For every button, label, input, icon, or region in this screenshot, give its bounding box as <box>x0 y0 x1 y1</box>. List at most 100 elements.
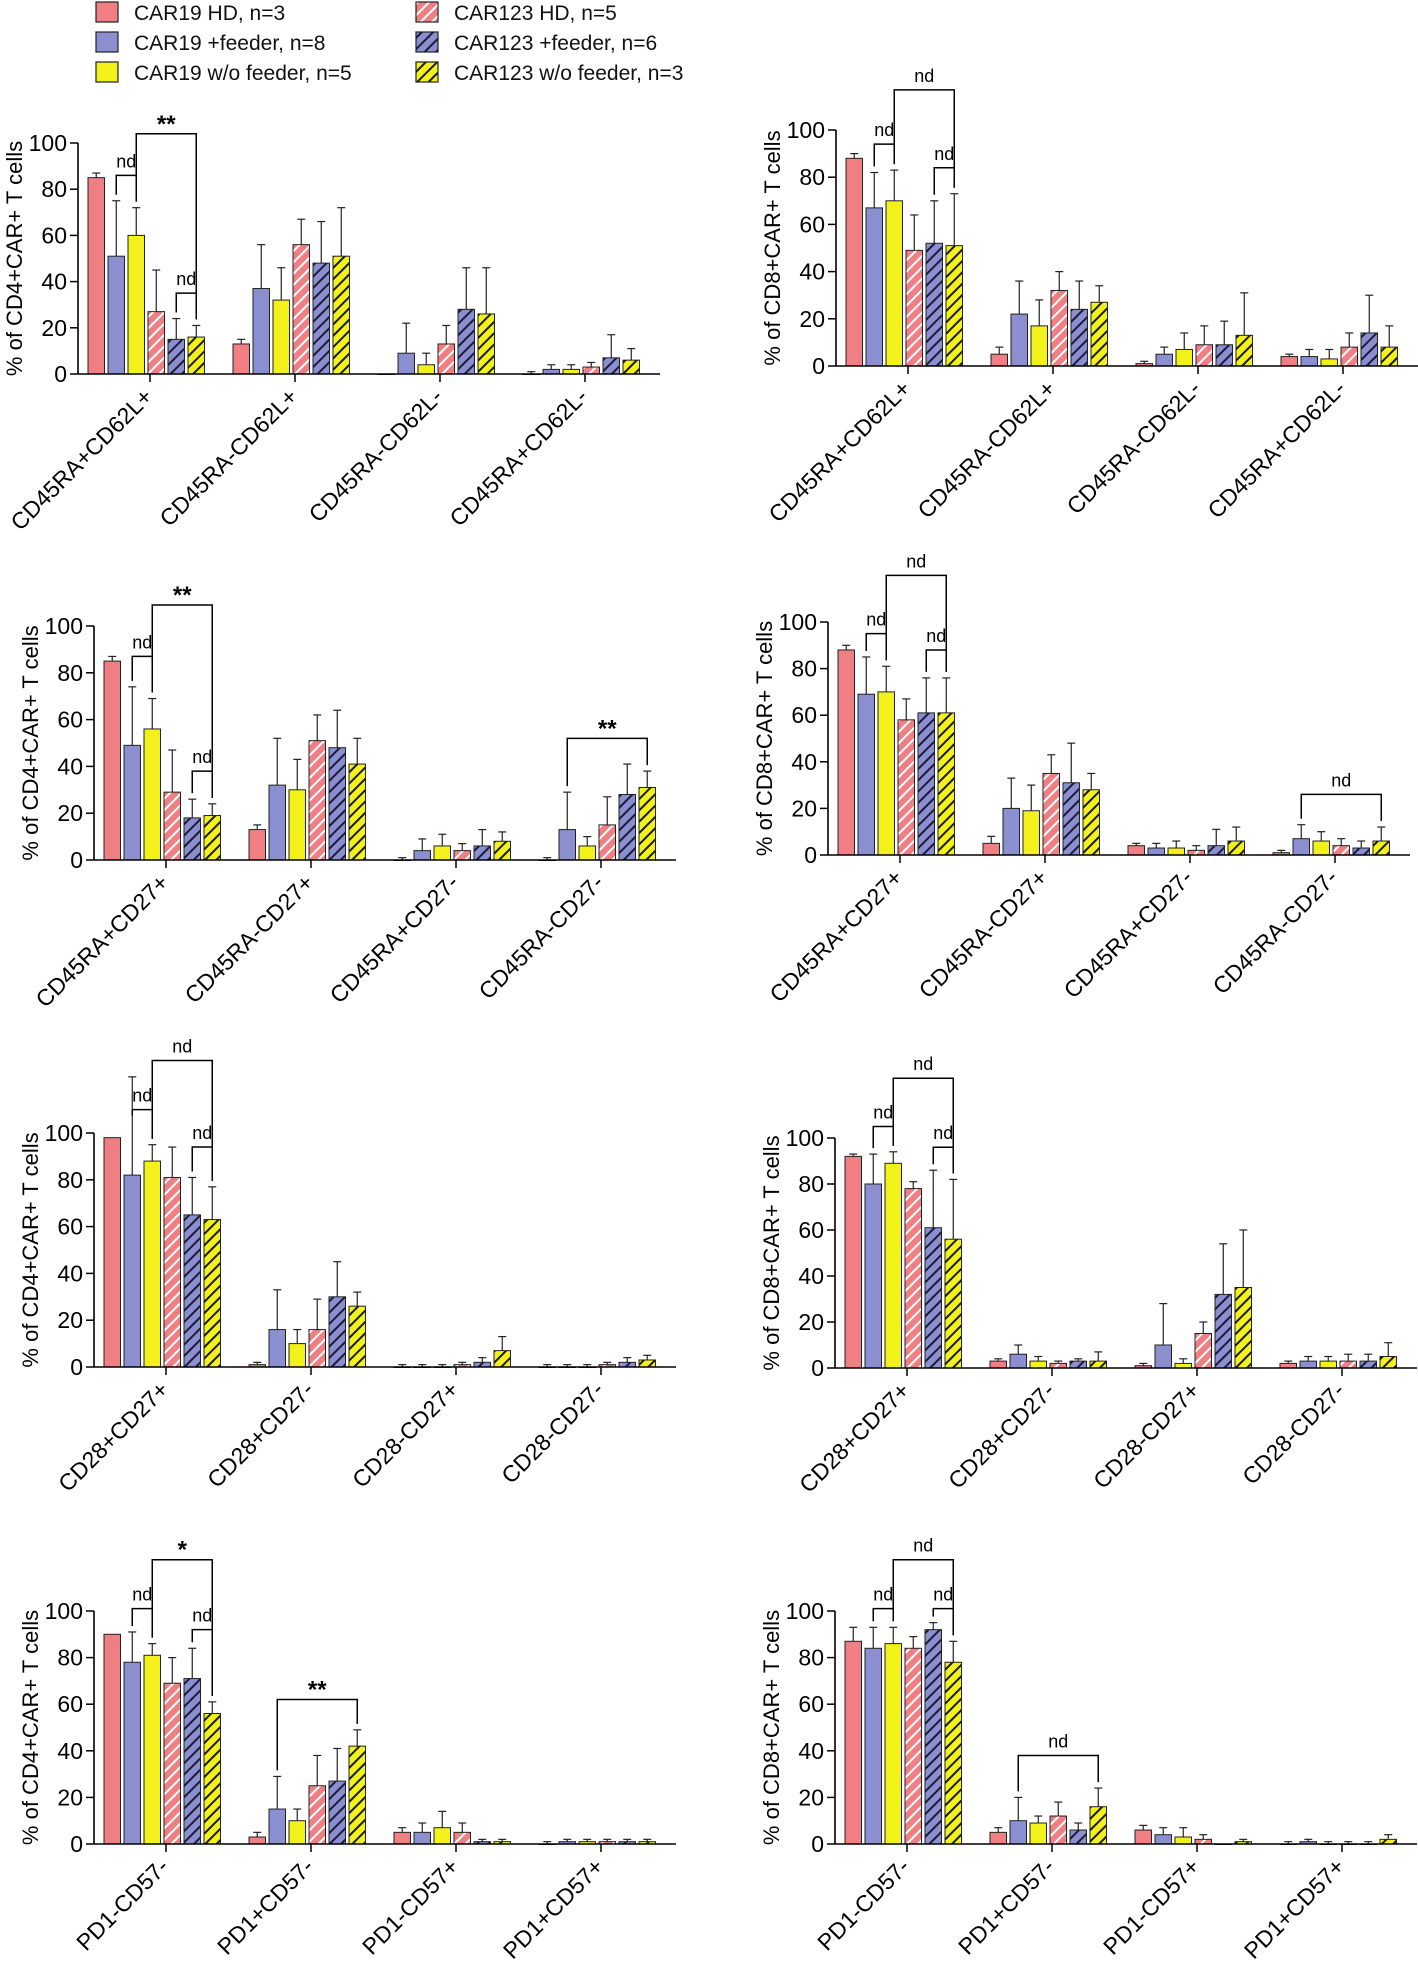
legend-swatch-0 <box>95 1 119 23</box>
legend-swatch-5 <box>415 61 439 83</box>
legend-swatch-1 <box>95 31 119 53</box>
bar-0-1 <box>857 693 875 856</box>
bar-0-5 <box>944 1238 962 1369</box>
x-tick-label: CD45RA+CD27- <box>1058 864 1197 1003</box>
bar-0-3 <box>147 311 165 375</box>
bar-0-3 <box>163 1682 181 1845</box>
x-tick-label: PD1+CD57- <box>212 1853 319 1960</box>
bar-0-4 <box>924 1227 942 1369</box>
x-tick-label: CD45RA-CD62L+ <box>912 375 1060 523</box>
x-tick-label: PD1+CD57+ <box>498 1853 609 1964</box>
bar-0-4 <box>183 817 201 861</box>
bar-2-0 <box>1127 845 1145 856</box>
bar-2-5 <box>493 840 511 861</box>
x-tick-label: CD45RA-CD27- <box>474 869 609 1004</box>
significance-bracket <box>135 133 197 320</box>
bar-2-2 <box>1174 1836 1192 1845</box>
y-tick-label: 80 <box>791 656 817 682</box>
significance-bracket <box>893 89 955 188</box>
bar-1-2 <box>1029 1360 1047 1369</box>
significance-label: ** <box>157 111 176 138</box>
bar-0-1 <box>123 1174 141 1368</box>
significance-bracket <box>151 604 213 798</box>
bar-3-5 <box>622 359 640 375</box>
panel-6: 0 20 40 60 80 100% of CD4+CAR+ T cells PD1-CD5… <box>18 1537 676 1964</box>
bar-0-0 <box>844 1640 862 1845</box>
significance-bracket <box>933 167 955 195</box>
y-tick-label: 20 <box>799 306 825 332</box>
significance-bracket <box>932 1607 954 1636</box>
bar-2-4 <box>1214 1293 1232 1369</box>
bar-1-5 <box>1090 301 1108 367</box>
bar-1-3 <box>1049 1815 1067 1845</box>
bar-1-4 <box>328 1296 346 1368</box>
bar-3-4 <box>618 793 636 861</box>
legend-label-4: CAR123 +feeder, n=6 <box>454 32 657 55</box>
bar-1-2 <box>288 1820 306 1845</box>
bar-1-0 <box>982 842 1000 856</box>
bar-2-3 <box>1195 344 1213 367</box>
bar-1-2 <box>1029 1822 1047 1845</box>
significance-label: nd <box>913 1536 933 1556</box>
bar-0-5 <box>203 815 221 861</box>
bar-3-3 <box>598 824 616 861</box>
y-tick-label: 20 <box>57 800 83 826</box>
bar-1-1 <box>1009 1820 1027 1845</box>
bar-2-1 <box>1154 1344 1172 1369</box>
bar-2-3 <box>453 850 471 861</box>
significance-bracket <box>191 1146 213 1181</box>
y-tick-label: 80 <box>57 660 83 686</box>
y-tick-label: 20 <box>798 1309 824 1335</box>
bar-2-4 <box>1207 845 1225 856</box>
bar-0-0 <box>103 1633 121 1845</box>
bar-3-1 <box>1299 1360 1317 1369</box>
x-tick-label: CD45RA+CD27+ <box>30 869 173 1012</box>
panel-1: 0 20 40 60 80 100% of CD8+CAR+ T cells CD45RA+… <box>760 66 1418 527</box>
significance-bracket <box>131 1607 153 1638</box>
bar-2-2 <box>433 845 451 861</box>
x-tick-label: PD1-CD57- <box>71 1853 173 1955</box>
x-tick-label: CD45RA+CD62L- <box>1202 375 1350 523</box>
legend-label-3: CAR123 HD, n=5 <box>454 2 617 25</box>
significance-bracket <box>885 574 947 672</box>
bar-0-0 <box>87 177 105 375</box>
y-tick-label: 60 <box>798 1217 824 1243</box>
panel-7: 0 20 40 60 80 100% of CD8+CAR+ T cells PD1-CD5… <box>759 1536 1417 1964</box>
y-tick-label: 40 <box>799 259 825 285</box>
bar-1-1 <box>252 288 270 375</box>
y-tick-label: 40 <box>57 1260 83 1286</box>
bar-0-1 <box>123 1661 141 1845</box>
x-tick-label: CD45RA-CD62L- <box>304 383 448 527</box>
bar-0-2 <box>877 691 895 856</box>
bar-0-2 <box>143 728 161 861</box>
panel-4: 0 20 40 60 80 100% of CD4+CAR+ T cells CD28+CD… <box>18 1036 676 1497</box>
significance-bracket <box>925 649 947 672</box>
bar-0-3 <box>904 1188 922 1369</box>
y-axis-label: % of CD4+CAR+ T cells <box>18 625 43 860</box>
bar-0-3 <box>163 791 181 861</box>
y-tick-label: 0 <box>70 847 83 873</box>
significance-bracket <box>175 292 197 320</box>
y-tick-label: 0 <box>812 353 825 379</box>
bar-1-5 <box>348 763 366 861</box>
significance-label: nd <box>866 610 886 630</box>
y-tick-label: 60 <box>791 702 817 728</box>
panel-0: 0 20 40 60 80 100% of CD4+CAR+ T cells CD45RA+… <box>2 111 660 535</box>
significance-label: ** <box>598 715 617 742</box>
significance-label: nd <box>873 1585 893 1605</box>
x-tick-label: CD28-CD27+ <box>1088 1377 1204 1493</box>
bar-1-1 <box>268 1329 286 1368</box>
bar-1-5 <box>1089 1360 1107 1369</box>
x-tick-label: PD1+CD57- <box>953 1853 1060 1960</box>
significance-bracket <box>191 1628 213 1696</box>
significance-label: nd <box>934 144 954 164</box>
bar-0-4 <box>925 242 943 367</box>
y-tick-label: 40 <box>41 269 67 295</box>
bar-3-3 <box>1340 346 1358 367</box>
bar-1-0 <box>990 353 1008 367</box>
y-tick-label: 0 <box>804 842 817 868</box>
y-tick-label: 0 <box>54 361 67 387</box>
significance-label: nd <box>1331 770 1351 790</box>
bar-3-5 <box>638 1359 656 1368</box>
bar-1-2 <box>288 789 306 861</box>
